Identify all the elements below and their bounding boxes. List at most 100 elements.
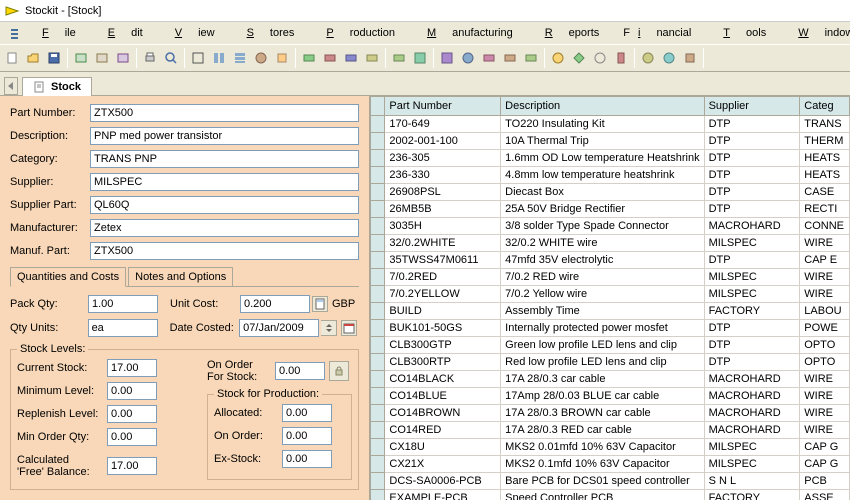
- table-row[interactable]: EXAMPLE-PCBSpeed Controller PCBFACTORYAS…: [371, 490, 850, 500]
- tab-stock[interactable]: Stock: [22, 77, 92, 96]
- ex-stock-input[interactable]: [282, 450, 332, 468]
- tb-icon-4[interactable]: [188, 48, 208, 68]
- row-header[interactable]: [371, 167, 385, 184]
- minimum-level-input[interactable]: [107, 382, 157, 400]
- row-header[interactable]: [371, 269, 385, 286]
- row-header[interactable]: [371, 218, 385, 235]
- table-row[interactable]: 26908PSLDiecast BoxDTPCASE: [371, 184, 850, 201]
- tb-icon-5[interactable]: [209, 48, 229, 68]
- table-row[interactable]: 236-3051.6mm OD Low temperature Heatshri…: [371, 150, 850, 167]
- supplier-input[interactable]: [90, 173, 359, 191]
- date-costed-input[interactable]: [239, 319, 319, 337]
- system-menu-icon[interactable]: [2, 24, 26, 42]
- table-row[interactable]: CO14BLUE17Amp 28/0.03 BLUE car cableMACR…: [371, 388, 850, 405]
- tb-icon-6[interactable]: [230, 48, 250, 68]
- menu-reports[interactable]: Reports: [529, 24, 616, 42]
- tb-icon-16[interactable]: [458, 48, 478, 68]
- tb-icon-17[interactable]: [479, 48, 499, 68]
- table-row[interactable]: CX21XMKS2 0.1mfd 10% 63V CapacitorMILSPE…: [371, 456, 850, 473]
- replenish-level-input[interactable]: [107, 405, 157, 423]
- grid-col-partnumber[interactable]: Part Number: [385, 97, 501, 116]
- manuf-part-input[interactable]: [90, 242, 359, 260]
- grid-col-category[interactable]: Categ: [800, 97, 850, 116]
- row-header[interactable]: [371, 116, 385, 133]
- description-input[interactable]: [90, 127, 359, 145]
- tab-scroll-left[interactable]: [4, 77, 18, 95]
- tb-icon-10[interactable]: [320, 48, 340, 68]
- tb-icon-13[interactable]: [389, 48, 409, 68]
- menu-production[interactable]: Production: [310, 24, 411, 42]
- row-header[interactable]: [371, 371, 385, 388]
- row-header[interactable]: [371, 235, 385, 252]
- new-icon[interactable]: [2, 48, 22, 68]
- table-row[interactable]: 2002-001-10010A Thermal TripDTPTHERM: [371, 133, 850, 150]
- table-row[interactable]: 35TWSS47M061147mfd 35V electrolyticDTPCA…: [371, 252, 850, 269]
- grid-col-description[interactable]: Description: [501, 97, 704, 116]
- table-row[interactable]: 32/0.2WHITE32/0.2 WHITE wireMILSPECWIRE: [371, 235, 850, 252]
- table-row[interactable]: 7/0.2RED7/0.2 RED wireMILSPECWIRE: [371, 269, 850, 286]
- unit-cost-input[interactable]: [240, 295, 310, 313]
- row-header[interactable]: [371, 184, 385, 201]
- grid-col-supplier[interactable]: Supplier: [704, 97, 800, 116]
- table-row[interactable]: BUILDAssembly TimeFACTORYLABOU: [371, 303, 850, 320]
- open-icon[interactable]: [23, 48, 43, 68]
- subtab-quantities-costs[interactable]: Quantities and Costs: [10, 267, 126, 287]
- save-icon[interactable]: [44, 48, 64, 68]
- tb-icon-14[interactable]: [410, 48, 430, 68]
- tb-icon-25[interactable]: [659, 48, 679, 68]
- menu-manufacturing[interactable]: Manufacturing: [411, 24, 529, 42]
- row-header[interactable]: [371, 439, 385, 456]
- tb-icon-11[interactable]: [341, 48, 361, 68]
- tb-icon-9[interactable]: [299, 48, 319, 68]
- row-header[interactable]: [371, 354, 385, 371]
- row-header[interactable]: [371, 456, 385, 473]
- table-row[interactable]: 170-649TO220 Insulating KitDTPTRANS: [371, 116, 850, 133]
- table-row[interactable]: 26MB5B25A 50V Bridge RectifierDTPRECTI: [371, 201, 850, 218]
- row-header[interactable]: [371, 303, 385, 320]
- min-order-qty-input[interactable]: [107, 428, 157, 446]
- calculator-icon[interactable]: [312, 296, 328, 312]
- table-row[interactable]: BUK101-50GSInternally protected power mo…: [371, 320, 850, 337]
- tb-icon-15[interactable]: [437, 48, 457, 68]
- subtab-notes-options[interactable]: Notes and Options: [128, 267, 233, 287]
- calc-free-balance-input[interactable]: [107, 457, 157, 475]
- tb-icon-21[interactable]: [569, 48, 589, 68]
- part-number-input[interactable]: [90, 104, 359, 122]
- tb-icon-22[interactable]: [590, 48, 610, 68]
- print-icon[interactable]: [140, 48, 160, 68]
- tb-icon-8[interactable]: [272, 48, 292, 68]
- on-order-input[interactable]: [282, 427, 332, 445]
- row-header[interactable]: [371, 133, 385, 150]
- tb-icon-20[interactable]: [548, 48, 568, 68]
- tb-icon-24[interactable]: [638, 48, 658, 68]
- tb-icon-26[interactable]: [680, 48, 700, 68]
- menu-file[interactable]: File: [26, 24, 92, 42]
- table-row[interactable]: CLB300RTPRed low profile LED lens and cl…: [371, 354, 850, 371]
- table-row[interactable]: CO14BROWN17A 28/0.3 BROWN car cableMACRO…: [371, 405, 850, 422]
- menu-financial[interactable]: Financial: [615, 24, 707, 42]
- row-header[interactable]: [371, 150, 385, 167]
- date-spin-icon[interactable]: [321, 320, 337, 336]
- menu-edit[interactable]: Edit: [92, 24, 159, 42]
- table-row[interactable]: DCS-SA0006-PCBBare PCB for DCS01 speed c…: [371, 473, 850, 490]
- tb-icon-12[interactable]: [362, 48, 382, 68]
- tb-icon-18[interactable]: [500, 48, 520, 68]
- supplier-part-input[interactable]: [90, 196, 359, 214]
- on-order-stock-input[interactable]: [275, 362, 325, 380]
- qty-units-input[interactable]: [88, 319, 158, 337]
- calendar-icon[interactable]: [341, 320, 357, 336]
- row-header[interactable]: [371, 388, 385, 405]
- lock-icon[interactable]: [329, 361, 349, 381]
- row-header[interactable]: [371, 422, 385, 439]
- row-header[interactable]: [371, 320, 385, 337]
- row-header[interactable]: [371, 201, 385, 218]
- current-stock-input[interactable]: [107, 359, 157, 377]
- table-row[interactable]: CLB300GTPGreen low profile LED lens and …: [371, 337, 850, 354]
- tb-icon-2[interactable]: [92, 48, 112, 68]
- row-header[interactable]: [371, 252, 385, 269]
- grid-col-rowhead[interactable]: [371, 97, 385, 116]
- menu-view[interactable]: View: [159, 24, 231, 42]
- table-row[interactable]: CX18UMKS2 0.01mfd 10% 63V CapacitorMILSP…: [371, 439, 850, 456]
- tb-icon-19[interactable]: [521, 48, 541, 68]
- table-row[interactable]: CO14BLACK17A 28/0.3 car cableMACROHARDWI…: [371, 371, 850, 388]
